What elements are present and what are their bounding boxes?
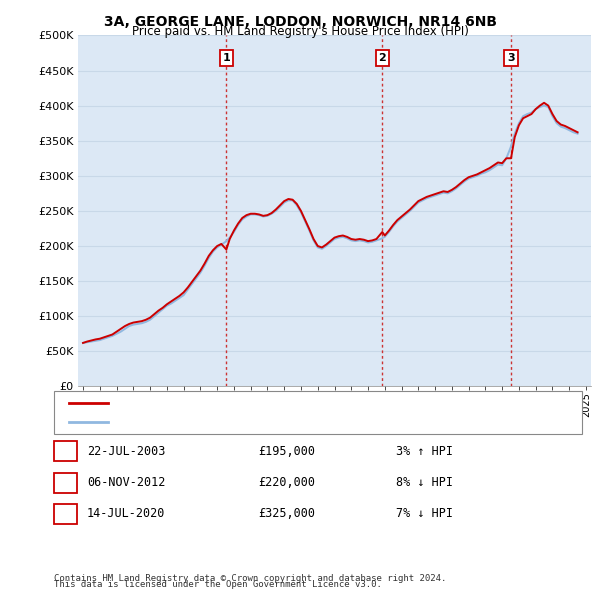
Text: £220,000: £220,000 (258, 476, 315, 489)
Text: This data is licensed under the Open Government Licence v3.0.: This data is licensed under the Open Gov… (54, 581, 382, 589)
Text: 3% ↑ HPI: 3% ↑ HPI (396, 445, 453, 458)
Text: Contains HM Land Registry data © Crown copyright and database right 2024.: Contains HM Land Registry data © Crown c… (54, 574, 446, 583)
Text: 3: 3 (61, 507, 70, 520)
Text: £195,000: £195,000 (258, 445, 315, 458)
Text: 1: 1 (223, 53, 230, 63)
Text: Price paid vs. HM Land Registry's House Price Index (HPI): Price paid vs. HM Land Registry's House … (131, 25, 469, 38)
Text: 8% ↓ HPI: 8% ↓ HPI (396, 476, 453, 489)
Text: 2: 2 (379, 53, 386, 63)
Text: 3A, GEORGE LANE, LODDON, NORWICH, NR14 6NB (detached house): 3A, GEORGE LANE, LODDON, NORWICH, NR14 6… (114, 398, 493, 408)
Text: 3: 3 (507, 53, 515, 63)
Text: 3A, GEORGE LANE, LODDON, NORWICH, NR14 6NB: 3A, GEORGE LANE, LODDON, NORWICH, NR14 6… (104, 15, 497, 29)
Text: 22-JUL-2003: 22-JUL-2003 (87, 445, 166, 458)
Text: 1: 1 (61, 445, 70, 458)
Text: 2: 2 (61, 476, 70, 489)
Text: HPI: Average price, detached house, South Norfolk: HPI: Average price, detached house, Sout… (114, 417, 391, 427)
Text: £325,000: £325,000 (258, 507, 315, 520)
Text: 7% ↓ HPI: 7% ↓ HPI (396, 507, 453, 520)
Text: 14-JUL-2020: 14-JUL-2020 (87, 507, 166, 520)
Text: 06-NOV-2012: 06-NOV-2012 (87, 476, 166, 489)
